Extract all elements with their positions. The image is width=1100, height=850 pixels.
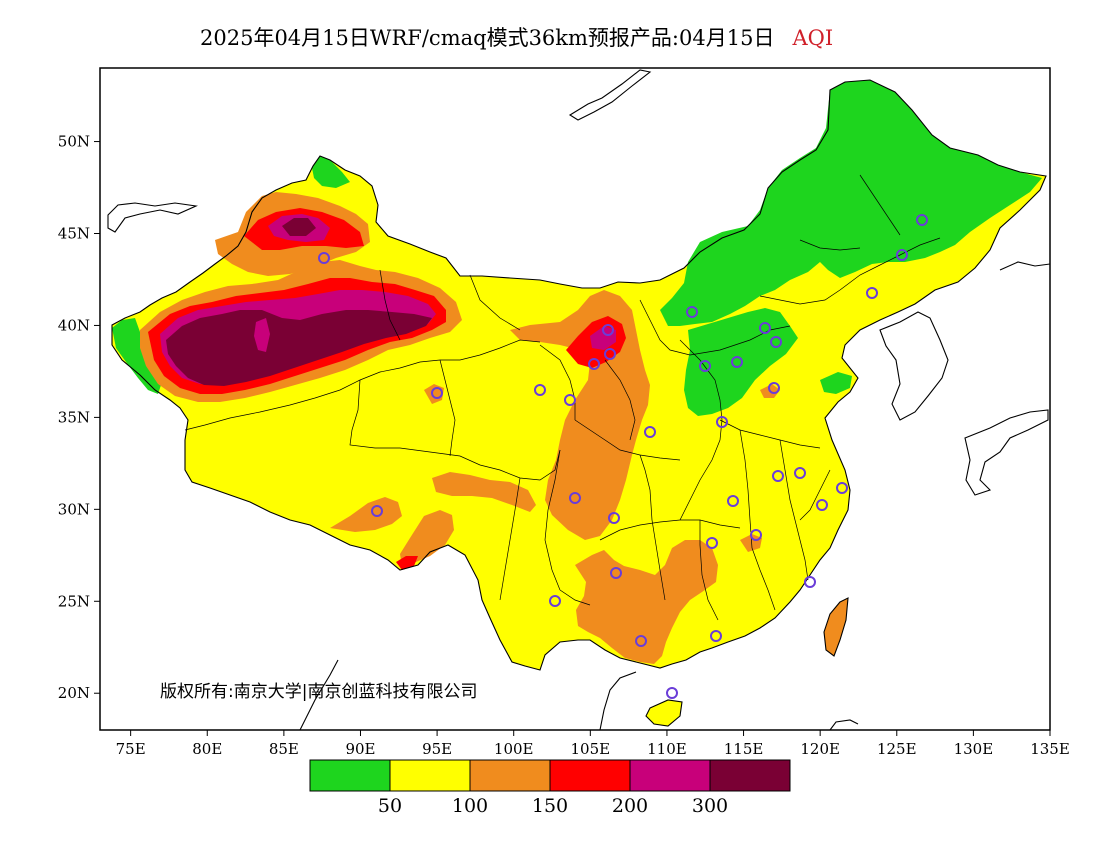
copyright-text: 版权所有:南京大学|南京创蓝科技有限公司 bbox=[160, 682, 477, 702]
station-marker bbox=[610, 567, 622, 579]
station-marker bbox=[371, 505, 383, 517]
region-very-unhealthy-spot bbox=[254, 318, 270, 352]
map-title: 2025年04月15日WRF/cmaq模式36km预报产品:04月15日 AQI bbox=[200, 22, 960, 52]
y-tick-label: 45N bbox=[58, 225, 90, 243]
x-axis: 75E 80E 85E 90E 95E 100E 105E 110E 115E 120E 125E 1… bbox=[116, 730, 1070, 758]
legend-swatch-usg bbox=[470, 760, 550, 791]
x-tick-label: 110E bbox=[647, 740, 687, 758]
y-tick-label: 35N bbox=[58, 408, 90, 426]
legend-swatch-moderate bbox=[390, 760, 470, 791]
station-marker bbox=[666, 687, 678, 699]
country-boundaries bbox=[107, 69, 1050, 730]
station-marker bbox=[727, 495, 739, 507]
station-marker bbox=[866, 287, 878, 299]
region-good-northeast bbox=[660, 80, 1042, 326]
x-tick-label: 75E bbox=[116, 740, 146, 758]
station-marker bbox=[816, 499, 828, 511]
region-usg-hubei bbox=[600, 596, 622, 616]
y-tick-label: 25N bbox=[58, 592, 90, 610]
station-marker bbox=[770, 336, 782, 348]
region-usg-sichuan bbox=[432, 472, 536, 512]
station-marker bbox=[569, 492, 581, 504]
region-hazardous-taklimakan bbox=[166, 310, 432, 386]
station-marker bbox=[534, 384, 546, 396]
color-legend: 50 100 150 200 300 bbox=[309, 759, 791, 817]
legend-swatch-very-unhealthy bbox=[630, 760, 710, 791]
region-usg-east bbox=[740, 534, 762, 552]
station-marker bbox=[635, 635, 647, 647]
region-good-west-tip bbox=[112, 318, 162, 394]
station-marker bbox=[686, 306, 698, 318]
station-marker bbox=[916, 214, 928, 226]
station-marker bbox=[804, 576, 816, 588]
x-tick-label: 85E bbox=[269, 740, 299, 758]
station-marker bbox=[731, 356, 743, 368]
station-marker bbox=[794, 467, 806, 479]
x-tick-label: 95E bbox=[422, 740, 452, 758]
legend-label-100: 100 bbox=[452, 795, 488, 817]
x-tick-label: 105E bbox=[571, 740, 611, 758]
legend-label-150: 150 bbox=[532, 795, 568, 817]
x-tick-label: 80E bbox=[192, 740, 222, 758]
region-good-north-xinjiang bbox=[312, 156, 350, 188]
station-marker bbox=[318, 252, 330, 264]
region-hazardous-north bbox=[282, 218, 316, 236]
station-marker bbox=[836, 482, 848, 494]
region-usg-taiwan bbox=[824, 598, 848, 656]
legend-dividers bbox=[389, 760, 711, 791]
x-tick-label: 130E bbox=[954, 740, 994, 758]
y-tick-label: 20N bbox=[58, 684, 90, 702]
legend-swatch-unhealthy bbox=[550, 760, 630, 791]
station-marker bbox=[759, 322, 771, 334]
y-axis: 20N 25N 30N 35N 40N 45N 50N bbox=[58, 133, 100, 702]
legend-swatch-hazardous bbox=[710, 760, 790, 791]
station-marker bbox=[896, 249, 908, 261]
x-tick-label: 125E bbox=[877, 740, 917, 758]
title-variable: AQI bbox=[792, 26, 834, 50]
legend-label-300: 300 bbox=[692, 795, 728, 817]
station-marker bbox=[716, 416, 728, 428]
map-frame bbox=[99, 67, 1051, 731]
station-marker bbox=[608, 512, 620, 524]
station-marker bbox=[588, 358, 600, 370]
x-tick-label: 90E bbox=[345, 740, 375, 758]
legend-label-200: 200 bbox=[612, 795, 648, 817]
x-tick-label: 100E bbox=[494, 740, 534, 758]
station-marker bbox=[699, 360, 711, 372]
y-tick-label: 40N bbox=[58, 316, 90, 334]
station-marker bbox=[772, 470, 784, 482]
map-area: 版权所有:南京大学|南京创蓝科技有限公司 bbox=[107, 69, 1050, 730]
station-marker bbox=[768, 382, 780, 394]
x-tick-label: 135E bbox=[1030, 740, 1070, 758]
station-marker bbox=[602, 324, 614, 336]
legend-swatch-good bbox=[310, 760, 390, 791]
x-tick-label: 120E bbox=[800, 740, 840, 758]
region-very-unhealthy-ningxia bbox=[590, 326, 616, 350]
y-tick-label: 50N bbox=[58, 133, 90, 151]
station-marker bbox=[750, 529, 762, 541]
y-tick-label: 30N bbox=[58, 500, 90, 518]
station-marker bbox=[549, 595, 561, 607]
station-marker bbox=[710, 630, 722, 642]
station-markers bbox=[318, 214, 928, 699]
province-boundaries bbox=[184, 174, 941, 621]
region-usg-tibet-east bbox=[400, 510, 454, 566]
region-usg-tibet bbox=[330, 497, 402, 532]
station-marker bbox=[644, 426, 656, 438]
region-good-shandong bbox=[820, 372, 852, 394]
hainan-island bbox=[646, 700, 682, 726]
station-marker bbox=[706, 537, 718, 549]
title-text: 2025年04月15日WRF/cmaq模式36km预报产品:04月15日 bbox=[200, 26, 775, 50]
legend-label-50: 50 bbox=[378, 795, 402, 817]
station-marker bbox=[604, 348, 616, 360]
x-tick-label: 115E bbox=[724, 740, 764, 758]
station-marker bbox=[431, 387, 443, 399]
station-marker bbox=[564, 394, 576, 406]
